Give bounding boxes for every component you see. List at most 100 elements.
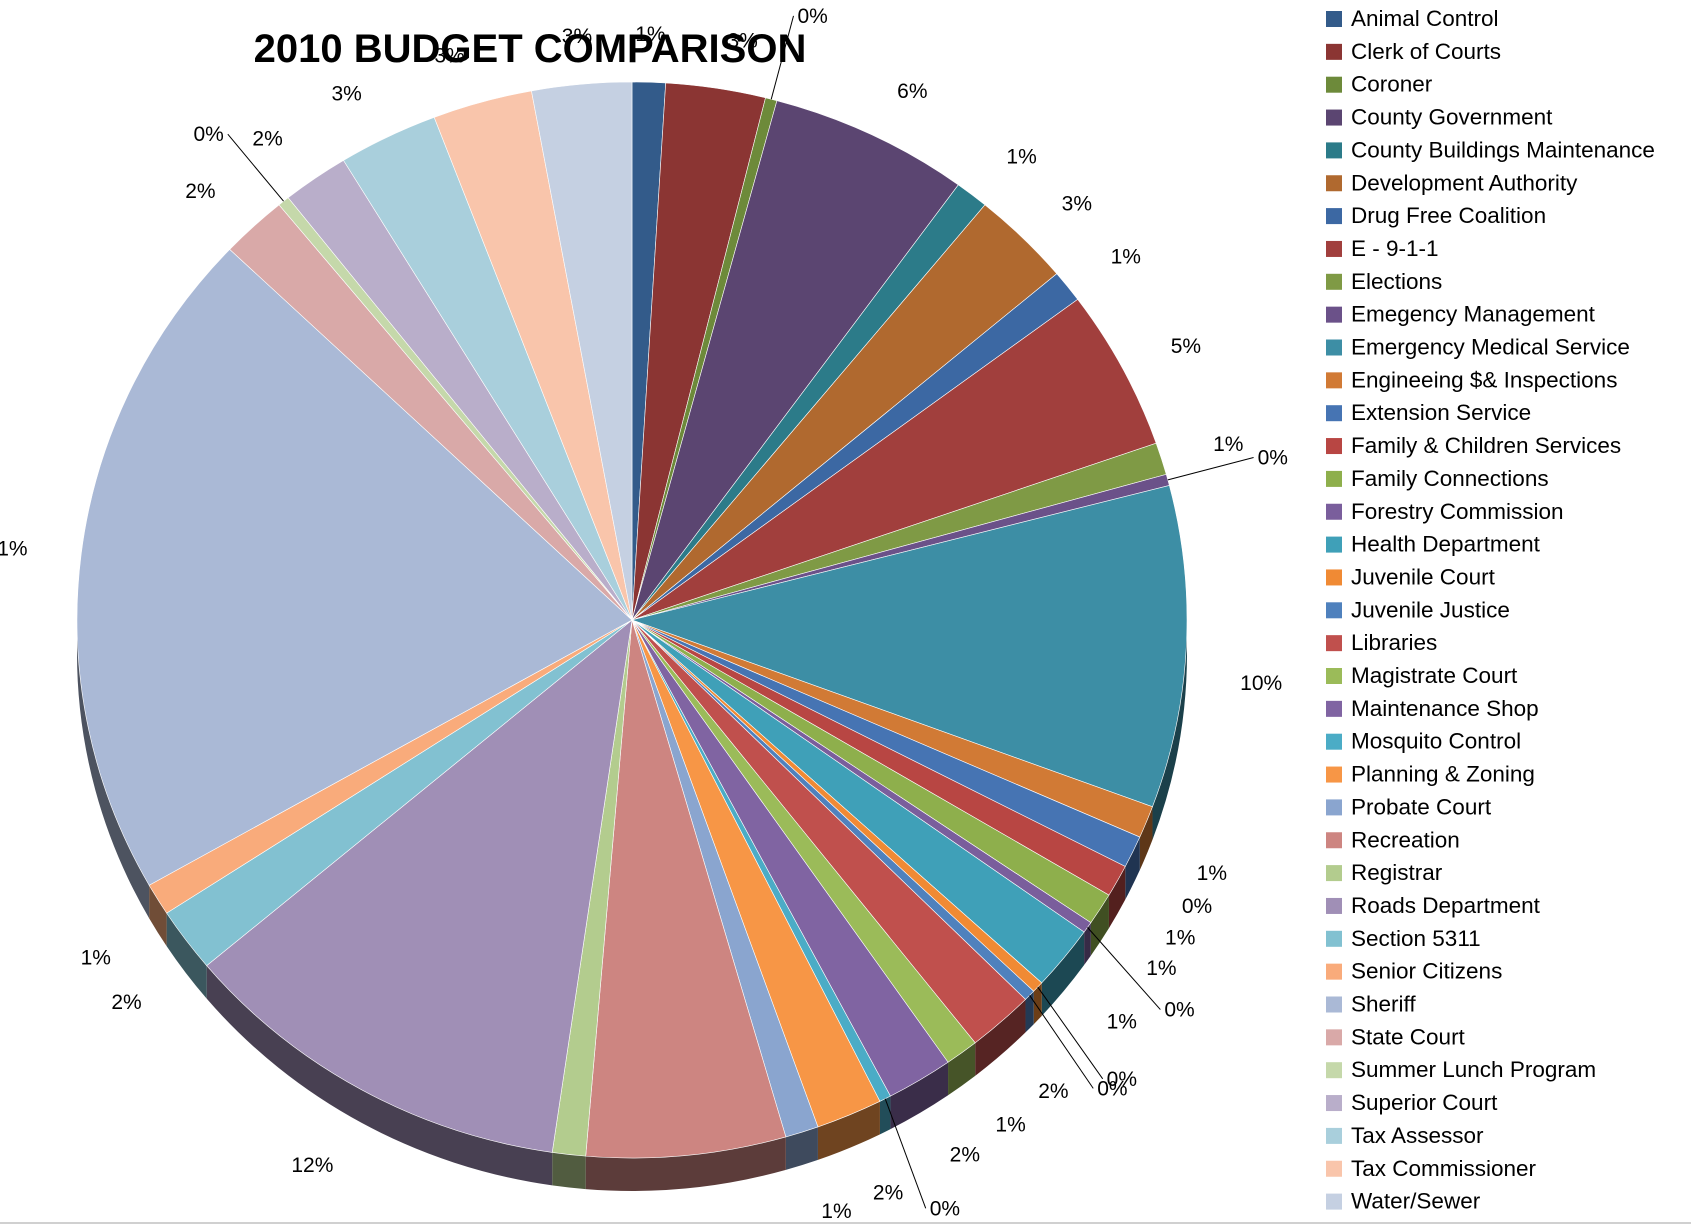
legend-label-tax-assessor: Tax Assessor [1351, 1123, 1484, 1148]
leader-line-juvenile-justice [1030, 995, 1094, 1088]
legend-label-development-authority: Development Authority [1351, 170, 1578, 195]
data-label-health-department: 1% [1107, 1011, 1137, 1034]
legend-label-state-court: State Court [1351, 1024, 1466, 1049]
data-label-state-court: 2% [185, 180, 215, 203]
legend-label-emegency-management: Emegency Management [1351, 302, 1596, 327]
legend-label-elections: Elections [1351, 269, 1442, 294]
legend-label-summer-lunch-program: Summer Lunch Program [1351, 1057, 1596, 1082]
pie-slices [77, 82, 1187, 1158]
legend-label-health-department: Health Department [1351, 532, 1541, 557]
legend-label-sheriff: Sheriff [1351, 992, 1416, 1017]
legend-label-superior-court: Superior Court [1351, 1090, 1498, 1115]
legend-swatch-elections [1326, 274, 1342, 290]
bottom-divider [0, 1222, 1691, 1224]
data-label-county-government: 6% [897, 80, 927, 103]
legend-label-family-children-services: Family & Children Services [1351, 433, 1621, 458]
slice-depth-mosquito-control [880, 1096, 890, 1134]
data-label-elections: 1% [1213, 433, 1243, 456]
legend-label-drug-free-coalition: Drug Free Coalition [1351, 203, 1546, 228]
data-label-roads-department: 12% [291, 1154, 333, 1177]
data-label-maintenance-shop: 2% [950, 1143, 980, 1166]
legend-swatch-family-children-services [1326, 438, 1342, 454]
legend-swatch-juvenile-justice [1326, 602, 1342, 618]
data-label-section-5311: 2% [111, 991, 141, 1014]
legend-swatch-emegency-management [1326, 307, 1342, 323]
legend-label-senior-citizens: Senior Citizens [1351, 959, 1502, 984]
leader-line-juvenile-court [1038, 987, 1103, 1079]
legend-swatch-recreation [1326, 832, 1342, 848]
legend-label-juvenile-justice: Juvenile Justice [1351, 597, 1510, 622]
chart-title: 2010 BUDGET COMPARISON [254, 27, 807, 71]
legend-swatch-clerk-of-courts [1326, 44, 1342, 60]
data-label-e-9-1-1: 5% [1171, 335, 1201, 358]
data-label-engineeing-inspections: 1% [1197, 862, 1227, 885]
legend-swatch-health-department [1326, 537, 1342, 553]
legend-label-magistrate-court: Magistrate Court [1351, 663, 1518, 688]
legend-swatch-section-5311 [1326, 931, 1342, 947]
legend-swatch-registrar [1326, 865, 1342, 881]
legend-swatch-magistrate-court [1326, 668, 1342, 684]
legend-label-libraries: Libraries [1351, 630, 1437, 655]
legend-label-forestry-commission: Forestry Commission [1351, 499, 1564, 524]
data-label-emergency-medical-service: 10% [1240, 672, 1282, 695]
legend-label-emergency-medical-service: Emergency Medical Service [1351, 335, 1630, 360]
legend-swatch-senior-citizens [1326, 964, 1342, 980]
legend-swatch-superior-court [1326, 1095, 1342, 1111]
legend-label-probate-court: Probate Court [1351, 794, 1492, 819]
legend-label-county-government: County Government [1351, 105, 1553, 130]
legend-label-water-sewer: Water/Sewer [1351, 1189, 1481, 1214]
data-label-libraries: 2% [1038, 1080, 1068, 1103]
legend-swatch-sheriff [1326, 997, 1342, 1013]
legend-label-maintenance-shop: Maintenance Shop [1351, 696, 1539, 721]
legend-label-extension-service: Extension Service [1351, 400, 1531, 425]
data-label-tax-assessor: 3% [332, 82, 362, 105]
legend-swatch-summer-lunch-program [1326, 1062, 1342, 1078]
data-label-juvenile-justice: 0% [1097, 1077, 1127, 1100]
legend-label-e-9-1-1: E - 9-1-1 [1351, 236, 1439, 261]
legend-swatch-water-sewer [1326, 1194, 1342, 1210]
legend-swatch-engineeing-inspections [1326, 372, 1342, 388]
legend-swatch-roads-department [1326, 898, 1342, 914]
data-label-superior-court: 2% [252, 127, 282, 150]
data-label-development-authority: 3% [1062, 192, 1092, 215]
legend-swatch-development-authority [1326, 175, 1342, 191]
legend-label-coroner: Coroner [1351, 72, 1433, 97]
legend-label-mosquito-control: Mosquito Control [1351, 729, 1521, 754]
legend-swatch-coroner [1326, 77, 1342, 93]
data-label-county-buildings-maintenance: 1% [1006, 145, 1036, 168]
leader-line-emegency-management [1168, 457, 1254, 479]
legend-swatch-forestry-commission [1326, 504, 1342, 520]
data-label-emegency-management: 0% [1258, 446, 1288, 469]
legend-swatch-emergency-medical-service [1326, 340, 1342, 356]
legend-swatch-probate-court [1326, 799, 1342, 815]
legend-label-county-buildings-maintenance: County Buildings Maintenance [1351, 137, 1655, 162]
data-label-summer-lunch-program: 0% [193, 123, 223, 146]
legend-swatch-extension-service [1326, 405, 1342, 421]
slice-depth-registrar [552, 1152, 585, 1189]
legend-label-roads-department: Roads Department [1351, 893, 1541, 918]
legend-swatch-juvenile-court [1326, 569, 1342, 585]
legend-label-engineeing-inspections: Engineeing $& Inspections [1351, 367, 1617, 392]
legend-label-tax-commissioner: Tax Commissioner [1351, 1156, 1537, 1181]
data-label-family-connections: 1% [1146, 957, 1176, 980]
data-label-forestry-commission: 0% [1164, 999, 1194, 1022]
data-label-coroner: 0% [798, 5, 828, 28]
legend-swatch-animal-control [1326, 11, 1342, 27]
legend-swatch-maintenance-shop [1326, 701, 1342, 717]
legend-swatch-drug-free-coalition [1326, 208, 1342, 224]
legend-swatch-tax-assessor [1326, 1128, 1342, 1144]
legend-label-clerk-of-courts: Clerk of Courts [1351, 39, 1501, 64]
legend-swatch-county-buildings-maintenance [1326, 142, 1342, 158]
legend-swatch-state-court [1326, 1029, 1342, 1045]
data-label-drug-free-coalition: 1% [1111, 245, 1141, 268]
legend-swatch-family-connections [1326, 471, 1342, 487]
legend-swatch-county-government [1326, 110, 1342, 126]
legend-swatch-planning-zoning [1326, 767, 1342, 783]
legend-label-planning-zoning: Planning & Zoning [1351, 762, 1535, 787]
data-label-sheriff: 21% [0, 537, 28, 560]
legend-label-family-connections: Family Connections [1351, 466, 1549, 491]
legend-swatch-tax-commissioner [1326, 1161, 1342, 1177]
data-label-family-children-services: 1% [1165, 926, 1195, 949]
data-label-probate-court: 1% [821, 1200, 851, 1223]
data-label-planning-zoning: 2% [873, 1182, 903, 1205]
